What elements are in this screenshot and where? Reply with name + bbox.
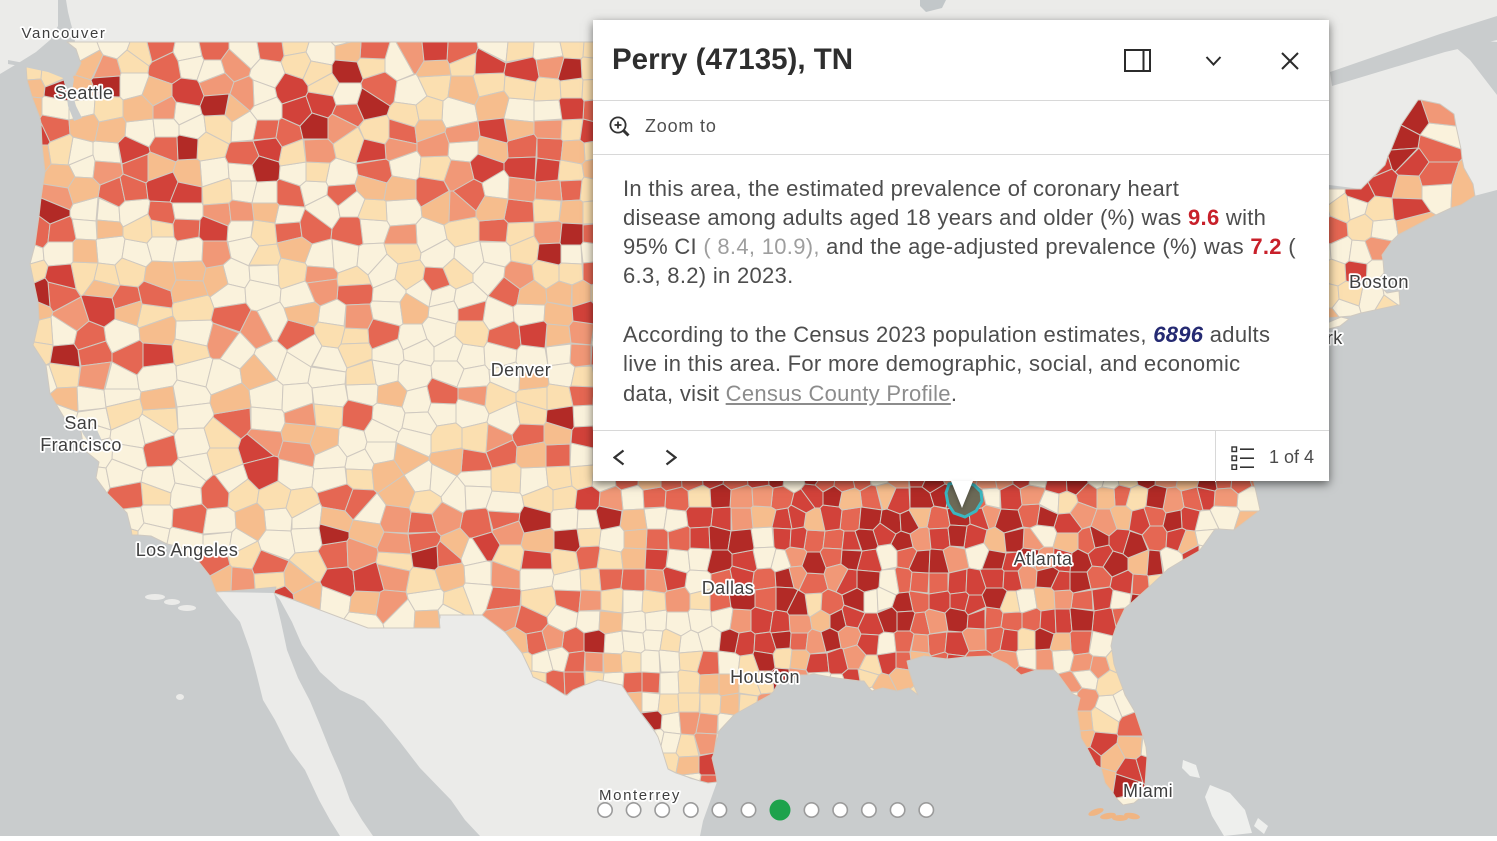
svg-text:San: San [64, 413, 97, 433]
svg-text:Dallas: Dallas [702, 578, 754, 598]
svg-text:Los Angeles: Los Angeles [136, 540, 238, 560]
svg-text:Miami: Miami [1123, 781, 1173, 801]
svg-text:Vancouver: Vancouver [22, 25, 107, 42]
svg-text:Seattle: Seattle [55, 83, 114, 103]
svg-text:Monterrey: Monterrey [599, 787, 681, 804]
svg-text:Boston: Boston [1349, 271, 1409, 292]
svg-text:Francisco: Francisco [40, 435, 122, 455]
svg-text:Denver: Denver [491, 360, 551, 380]
svg-text:Atlanta: Atlanta [1014, 549, 1073, 569]
svg-text:Houston: Houston [730, 667, 800, 687]
